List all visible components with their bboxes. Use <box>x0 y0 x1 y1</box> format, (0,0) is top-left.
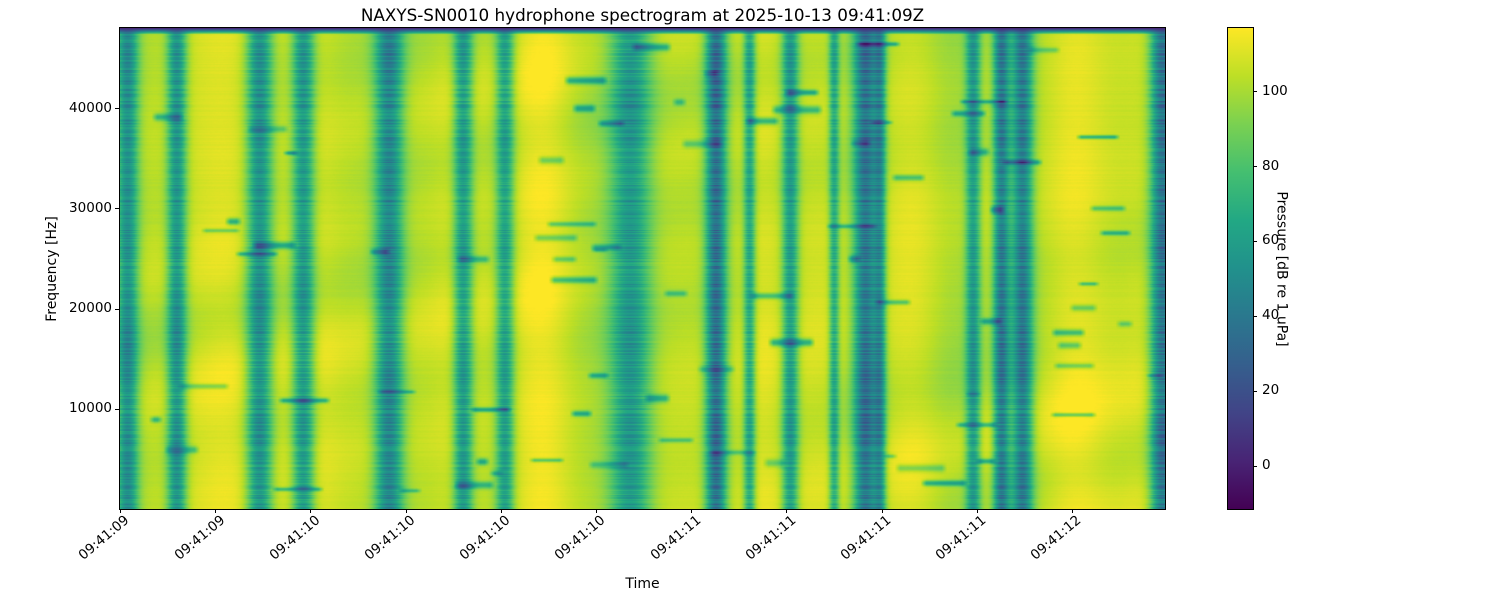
y-tick-label: 40000 <box>69 99 112 116</box>
colorbar-tick-label: 0 <box>1262 457 1271 474</box>
spectrogram-heatmap <box>120 28 1165 509</box>
x-tick-label: 09:41:10 <box>456 512 514 564</box>
x-tick-label: 09:41:10 <box>551 512 609 564</box>
x-tick-label: 09:41:11 <box>647 512 704 564</box>
colorbar-tick-label: 100 <box>1262 82 1288 99</box>
colorbar-tick-mark <box>1253 166 1257 167</box>
colorbar-tick-mark <box>1253 390 1257 392</box>
x-tick-label: 09:41:10 <box>361 512 419 564</box>
colorbar <box>1227 27 1254 510</box>
colorbar-tick-mark <box>1253 240 1257 242</box>
x-tick-label: 09:41:09 <box>171 512 228 564</box>
x-tick-mark <box>976 509 978 513</box>
x-tick-mark <box>786 509 788 513</box>
x-tick-mark <box>310 509 312 513</box>
x-tick-mark <box>405 509 407 513</box>
y-tick-label: 10000 <box>69 400 112 417</box>
y-tick-label: 20000 <box>69 300 112 317</box>
x-tick-label: 09:41:09 <box>75 512 133 564</box>
y-tick-mark <box>115 208 119 210</box>
x-tick-label: 09:41:11 <box>932 512 990 564</box>
x-tick-mark <box>215 509 217 513</box>
colorbar-tick-label: 60 <box>1262 232 1280 249</box>
chart-title: NAXYS-SN0010 hydrophone spectrogram at 2… <box>360 5 925 25</box>
x-tick-mark <box>596 509 597 513</box>
x-tick-label: 09:41:11 <box>742 512 800 564</box>
plot-area <box>119 27 1166 510</box>
y-tick-mark <box>115 408 119 410</box>
colorbar-tick-mark <box>1253 91 1257 92</box>
colorbar-tick-label: 20 <box>1262 382 1280 399</box>
y-tick-mark <box>115 108 119 110</box>
colorbar-tick-label: 40 <box>1262 307 1280 324</box>
colorbar-tick-mark <box>1253 315 1257 317</box>
x-tick-mark <box>120 509 121 513</box>
y-tick-mark <box>115 308 119 310</box>
x-tick-mark <box>881 509 883 513</box>
x-tick-mark <box>1072 509 1073 513</box>
y-tick-label: 30000 <box>69 199 112 216</box>
x-tick-label: 09:41:10 <box>266 512 324 564</box>
x-tick-label: 09:41:11 <box>837 512 895 564</box>
x-tick-label: 09:41:12 <box>1027 512 1085 564</box>
x-axis-label: Time <box>625 576 660 592</box>
colorbar-label: Pressure [dB re 1 uPa] <box>1274 190 1291 347</box>
colorbar-tick-label: 80 <box>1262 157 1280 174</box>
x-tick-mark <box>691 509 693 513</box>
x-tick-mark <box>500 509 502 513</box>
colorbar-tick-mark <box>1253 465 1257 467</box>
